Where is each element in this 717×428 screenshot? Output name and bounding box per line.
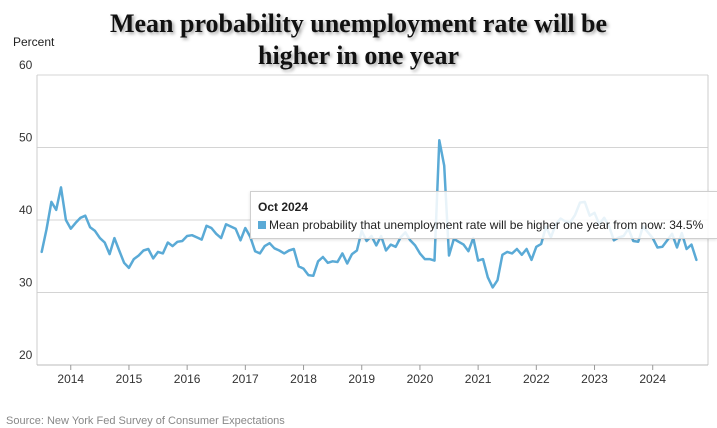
x-tick-label: 2017 — [232, 372, 259, 386]
x-tick-label: 2018 — [290, 372, 317, 386]
x-tick-label: 2020 — [407, 372, 434, 386]
y-tick-label: 60 — [19, 58, 33, 72]
chart-title-line-1: Mean probability unemployment rate will … — [109, 9, 608, 38]
axes: 60 50 40 30 20 2014 2015 2016 2017 2018 2019 2020 20… — [19, 58, 709, 386]
tooltip-date: Oct 2024 — [258, 200, 309, 214]
x-tick-label: 2016 — [174, 372, 201, 386]
chart-title-line-2: higher in one year — [257, 41, 460, 70]
y-tick-label: 30 — [19, 276, 33, 290]
x-tick-label: 2021 — [465, 372, 492, 386]
tooltip-value-text: Mean probability that unemployment rate … — [269, 218, 704, 232]
data-tooltip: Oct 2024 Mean probability that unemploym… — [250, 191, 717, 239]
y-tick-label: 40 — [19, 203, 33, 217]
x-tick-label: 2014 — [57, 372, 84, 386]
x-tick-label: 2023 — [581, 372, 608, 386]
y-tick-label: 50 — [19, 131, 33, 145]
tooltip-row: Mean probability that unemployment rate … — [258, 218, 717, 232]
y-tick-label: 20 — [19, 348, 33, 362]
source-note: Source: New York Fed Survey of Consumer … — [6, 415, 285, 427]
chart-title: Mean probability unemployment rate will … — [0, 8, 717, 72]
y-axis-label: Percent — [13, 35, 55, 49]
x-tick-label: 2019 — [348, 372, 375, 386]
x-tick-label: 2022 — [523, 372, 550, 386]
x-tick-label: 2024 — [639, 372, 666, 386]
series-swatch — [258, 221, 266, 229]
x-tick-label: 2015 — [116, 372, 143, 386]
